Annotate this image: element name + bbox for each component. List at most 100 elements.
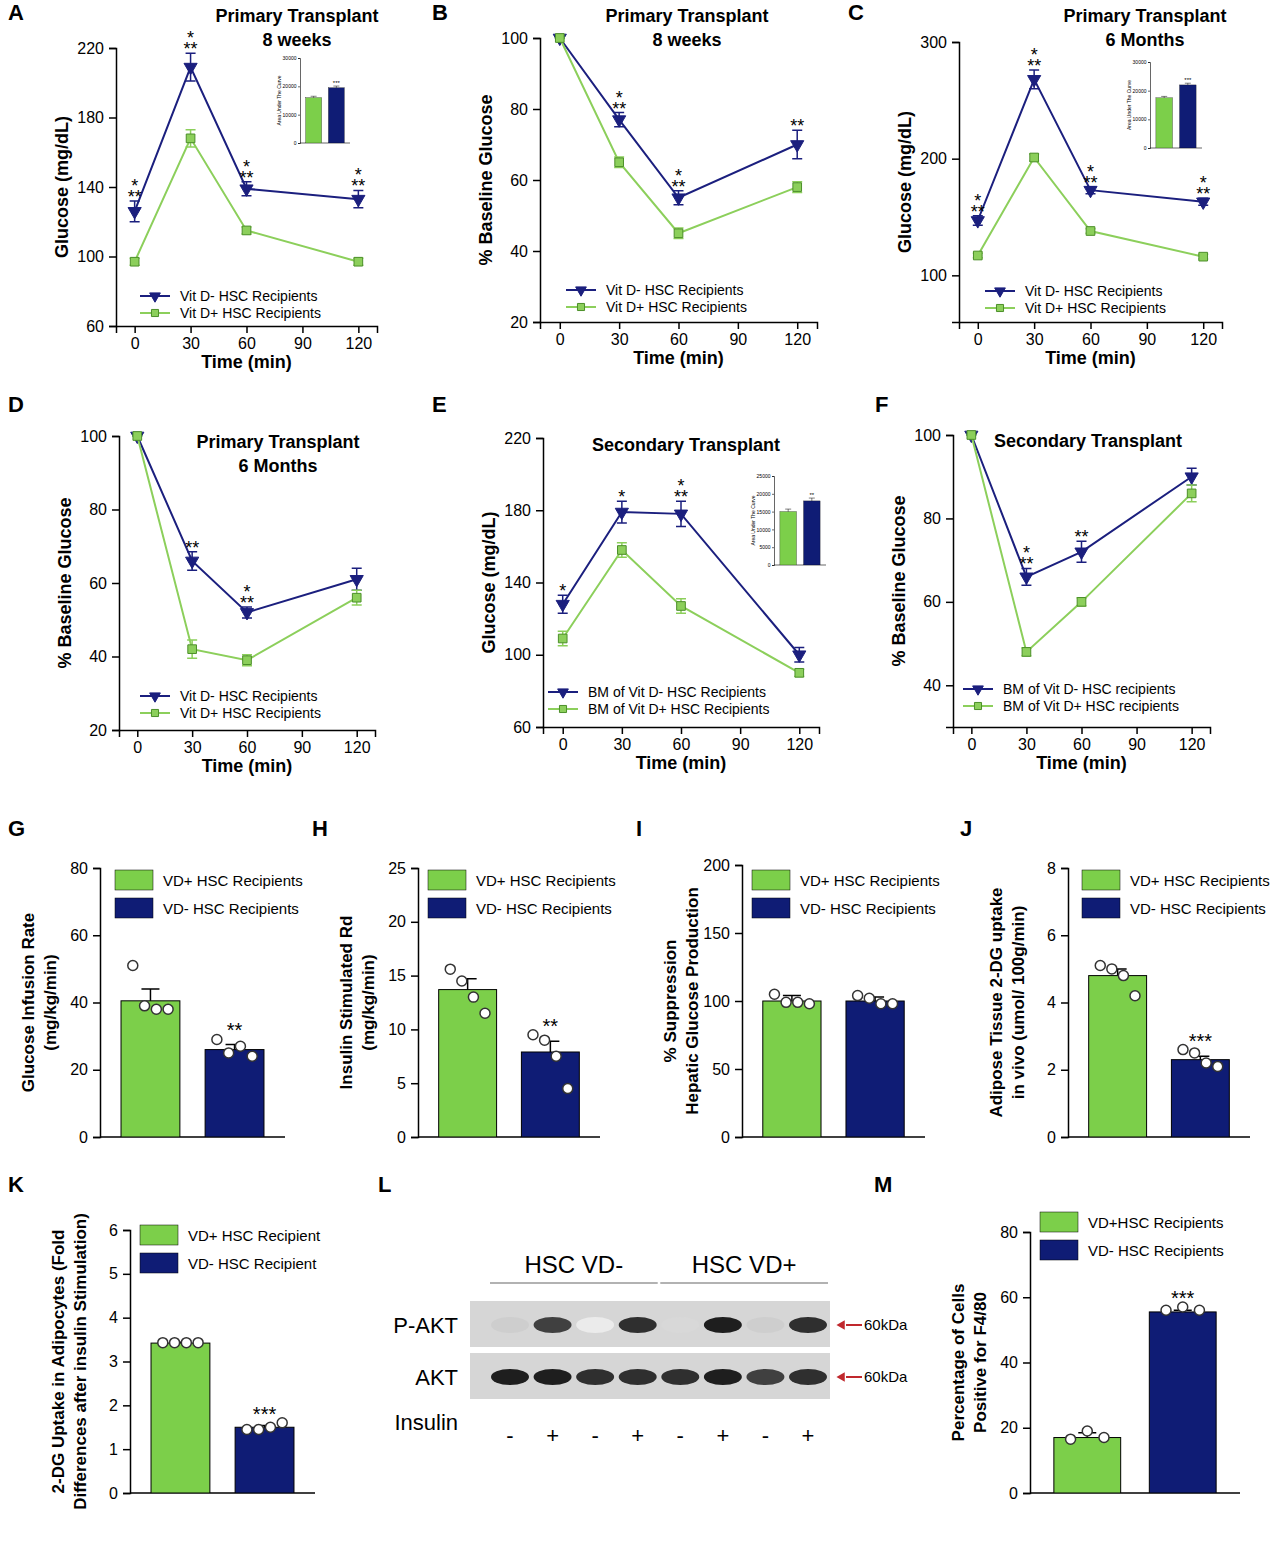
title: Primary Transplant	[215, 6, 378, 26]
legend-label: Vit D- HSC Recipients	[180, 288, 317, 304]
tick-mark	[533, 38, 540, 40]
lane-label: -	[591, 1423, 598, 1448]
tick-label: 60	[239, 739, 257, 756]
band	[661, 1317, 699, 1333]
tick: 20	[510, 314, 540, 331]
legend-label: BM of Vit D+ HSC recipients	[1003, 698, 1179, 714]
tick-label: 40	[70, 994, 88, 1011]
legend-label: VD- HSC Recipients	[800, 900, 936, 917]
data-point	[876, 999, 886, 1009]
y-axis-title: (mg/kg/min)	[41, 954, 60, 1050]
data-point	[563, 1084, 573, 1094]
panel: 030609012020406080100********BPrimary Tr…	[432, 0, 818, 368]
marker	[795, 668, 804, 677]
bar	[1149, 1312, 1216, 1493]
tick: 220	[77, 40, 116, 57]
data-point	[528, 1030, 538, 1040]
plot-area	[763, 989, 904, 1137]
legend-marker	[150, 293, 161, 302]
data-point	[769, 989, 779, 999]
tick-mark	[109, 187, 116, 189]
data-point	[1194, 1305, 1204, 1315]
significance: **	[790, 116, 804, 136]
tick-label: 200	[703, 857, 730, 874]
tick: 60	[513, 719, 543, 736]
tick: 0	[1009, 1485, 1030, 1502]
tick-mark	[738, 322, 740, 329]
x-axis: 0306090120	[954, 727, 1211, 753]
tick-mark	[411, 1083, 418, 1085]
inset: 0100002000030000***Area Under The Curve	[276, 55, 350, 146]
marker	[556, 600, 569, 611]
tick-mark	[1136, 727, 1138, 734]
tick-label: 60	[673, 736, 691, 753]
lane-label: -	[762, 1423, 769, 1448]
data-point	[151, 1004, 161, 1014]
tick: 1	[109, 1441, 130, 1458]
bar	[121, 1001, 180, 1137]
significance: *	[559, 581, 566, 601]
panel: 0123456***K2-DG Uptake in Adipocytes (Fo…	[8, 1172, 321, 1510]
marker	[184, 63, 197, 74]
tick-label: 100	[703, 993, 730, 1010]
series-line	[135, 138, 359, 261]
tick-mark	[560, 322, 562, 329]
tick: 100	[914, 427, 953, 444]
legend-label: Vit D+ HSC Recipients	[606, 299, 747, 315]
tick: 25000	[757, 473, 774, 479]
tick-mark	[1023, 1232, 1030, 1234]
tick: 20000	[757, 491, 774, 497]
lane-title: Insulin	[394, 1410, 458, 1435]
tick-mark	[123, 1317, 130, 1319]
tick: 300	[920, 34, 959, 51]
y-axis-title: % Suppression	[661, 940, 680, 1063]
legend-label: VD+ HSC Recipients	[800, 872, 940, 889]
tick-label: 120	[344, 739, 371, 756]
tick-label: 100	[77, 248, 104, 265]
marker	[793, 651, 806, 662]
legend-swatch	[115, 870, 153, 890]
significance: **	[543, 1015, 559, 1037]
series-line	[978, 158, 1203, 257]
bar	[804, 501, 821, 565]
plot-area	[131, 432, 364, 666]
data-point	[1082, 1426, 1092, 1436]
tick-mark	[799, 727, 801, 734]
marker	[354, 257, 363, 266]
band	[534, 1317, 572, 1333]
tick-label: 90	[729, 331, 747, 348]
tick: 30000	[283, 55, 300, 61]
data-point	[235, 1041, 245, 1051]
tick-label: 150	[703, 925, 730, 942]
data-point	[170, 1338, 180, 1348]
panel-label: G	[8, 816, 25, 841]
tick-label: 140	[77, 179, 104, 196]
legend-swatch	[1082, 898, 1120, 918]
tick: 60	[1082, 322, 1100, 348]
data-point	[181, 1338, 191, 1348]
marker	[791, 141, 804, 152]
band	[576, 1317, 614, 1333]
tick: 4	[1047, 994, 1068, 1011]
marker	[555, 34, 564, 43]
tick-mark	[298, 115, 300, 116]
tick: 30	[184, 730, 202, 756]
marker	[1199, 252, 1208, 261]
tick-mark	[735, 1001, 742, 1003]
significance: ***	[1189, 1030, 1213, 1052]
tick: 60	[239, 730, 257, 756]
inset: 0500010000150002000025000**Area Under Th…	[750, 473, 826, 568]
y-axis-title: Percentage of Cells	[949, 1284, 968, 1442]
plot-area	[780, 498, 820, 565]
tick-mark	[109, 48, 116, 50]
tick-mark	[1034, 322, 1036, 329]
x-axis-title: Time (min)	[1045, 348, 1136, 368]
band	[491, 1369, 529, 1385]
tick-mark	[735, 1069, 742, 1071]
axis-line	[93, 869, 101, 1138]
tick-mark	[619, 322, 621, 329]
data-point	[1107, 964, 1117, 974]
tick-label: 20000	[283, 83, 297, 89]
significance: **	[971, 202, 985, 222]
tick-label: 120	[1190, 331, 1217, 348]
